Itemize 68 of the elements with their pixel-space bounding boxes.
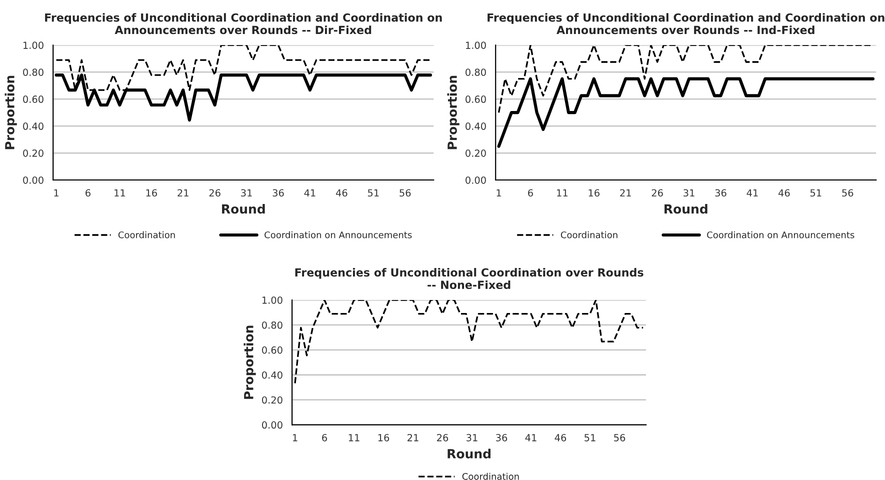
- x-tick-label: 41: [304, 189, 316, 196]
- x-tick-label: 51: [810, 189, 822, 197]
- x-tick-label: 56: [842, 189, 854, 197]
- x-tick-label: 51: [584, 434, 596, 442]
- y-axis-title: Proportion: [244, 326, 256, 399]
- y-tick-label: 1.00: [262, 296, 282, 304]
- x-tick-label: 26: [209, 189, 220, 197]
- y-tick-label: 0.00: [466, 176, 486, 184]
- y-tick-label: 0.60: [23, 96, 44, 103]
- x-tick-label: 51: [368, 189, 379, 197]
- x-axis-title: Round: [448, 448, 490, 458]
- y-tick-label: 0.20: [262, 396, 282, 404]
- x-tick-label: 16: [146, 189, 157, 197]
- x-tick-label: 41: [525, 434, 536, 442]
- legend-label: Coordination: [118, 231, 175, 238]
- x-tick-label: 46: [554, 434, 566, 442]
- chart-title: Frequencies of Unconditional Coordination over Rounds -- None-Fixed: [295, 268, 644, 290]
- x-tick-label: 21: [620, 189, 631, 196]
- x-axis-title: Round: [664, 204, 708, 214]
- x-tick-label: 1: [496, 189, 501, 196]
- x-tick-label: 11: [348, 434, 360, 442]
- x-tick-label: 6: [86, 189, 90, 197]
- y-tick-label: 0.00: [262, 421, 282, 429]
- legend-label: Coordination: [462, 472, 519, 480]
- x-tick-label: 36: [715, 189, 726, 197]
- x-tick-label: 16: [378, 434, 390, 442]
- legend-label: Coordination: [560, 231, 618, 238]
- x-tick-label: 46: [336, 189, 348, 197]
- y-tick-label: 1.00: [23, 42, 44, 49]
- legend-label: Coordination on Announcements: [264, 231, 412, 238]
- x-tick-label: 31: [241, 189, 252, 197]
- x-tick-label: 6: [528, 189, 533, 197]
- x-tick-label: 21: [408, 434, 418, 442]
- x-tick-label: 46: [778, 189, 790, 197]
- x-tick-label: 41: [746, 189, 758, 196]
- x-tick-label: 36: [496, 434, 508, 442]
- legend-label: Coordination on Announcements: [707, 231, 854, 238]
- x-tick-label: 1: [54, 189, 58, 196]
- y-tick-label: 0.20: [466, 150, 486, 157]
- y-tick-label: 0.40: [262, 371, 282, 379]
- x-tick-label: 6: [322, 434, 327, 442]
- x-tick-label: 31: [684, 189, 694, 197]
- y-tick-label: 0.80: [23, 68, 44, 76]
- x-tick-label: 11: [557, 189, 568, 196]
- x-tick-label: 26: [437, 434, 448, 442]
- x-tick-label: 56: [614, 434, 626, 442]
- y-tick-label: 0.60: [262, 346, 282, 354]
- chart-title: Frequencies of Unconditional Coordination and Coordination on Announcements over Rounds -- Dir-Fixed: [45, 13, 442, 34]
- y-tick-label: 0.00: [23, 176, 44, 184]
- x-tick-label: 31: [466, 434, 478, 442]
- y-axis-title: Proportion: [4, 76, 17, 150]
- x-tick-label: 36: [272, 189, 284, 197]
- x-tick-label: 56: [400, 189, 411, 197]
- y-tick-label: 0.80: [262, 321, 282, 329]
- y-axis-title: Proportion: [447, 76, 460, 150]
- chart-title: Frequencies of Unconditional Coordination and Coordination on Announcements over Rounds -- Ind-Fixed: [488, 13, 884, 34]
- y-tick-label: 1.00: [466, 42, 486, 49]
- x-tick-label: 21: [178, 189, 188, 196]
- y-tick-label: 0.80: [466, 68, 486, 76]
- x-axis-title: Round: [222, 204, 265, 214]
- y-tick-label: 0.20: [23, 150, 44, 157]
- y-tick-label: 0.40: [23, 122, 44, 130]
- x-tick-label: 11: [114, 189, 125, 196]
- x-tick-label: 1: [292, 434, 298, 442]
- y-tick-label: 0.40: [466, 122, 486, 130]
- y-tick-label: 0.60: [466, 96, 486, 103]
- x-tick-label: 16: [588, 189, 600, 197]
- x-tick-label: 26: [652, 189, 663, 197]
